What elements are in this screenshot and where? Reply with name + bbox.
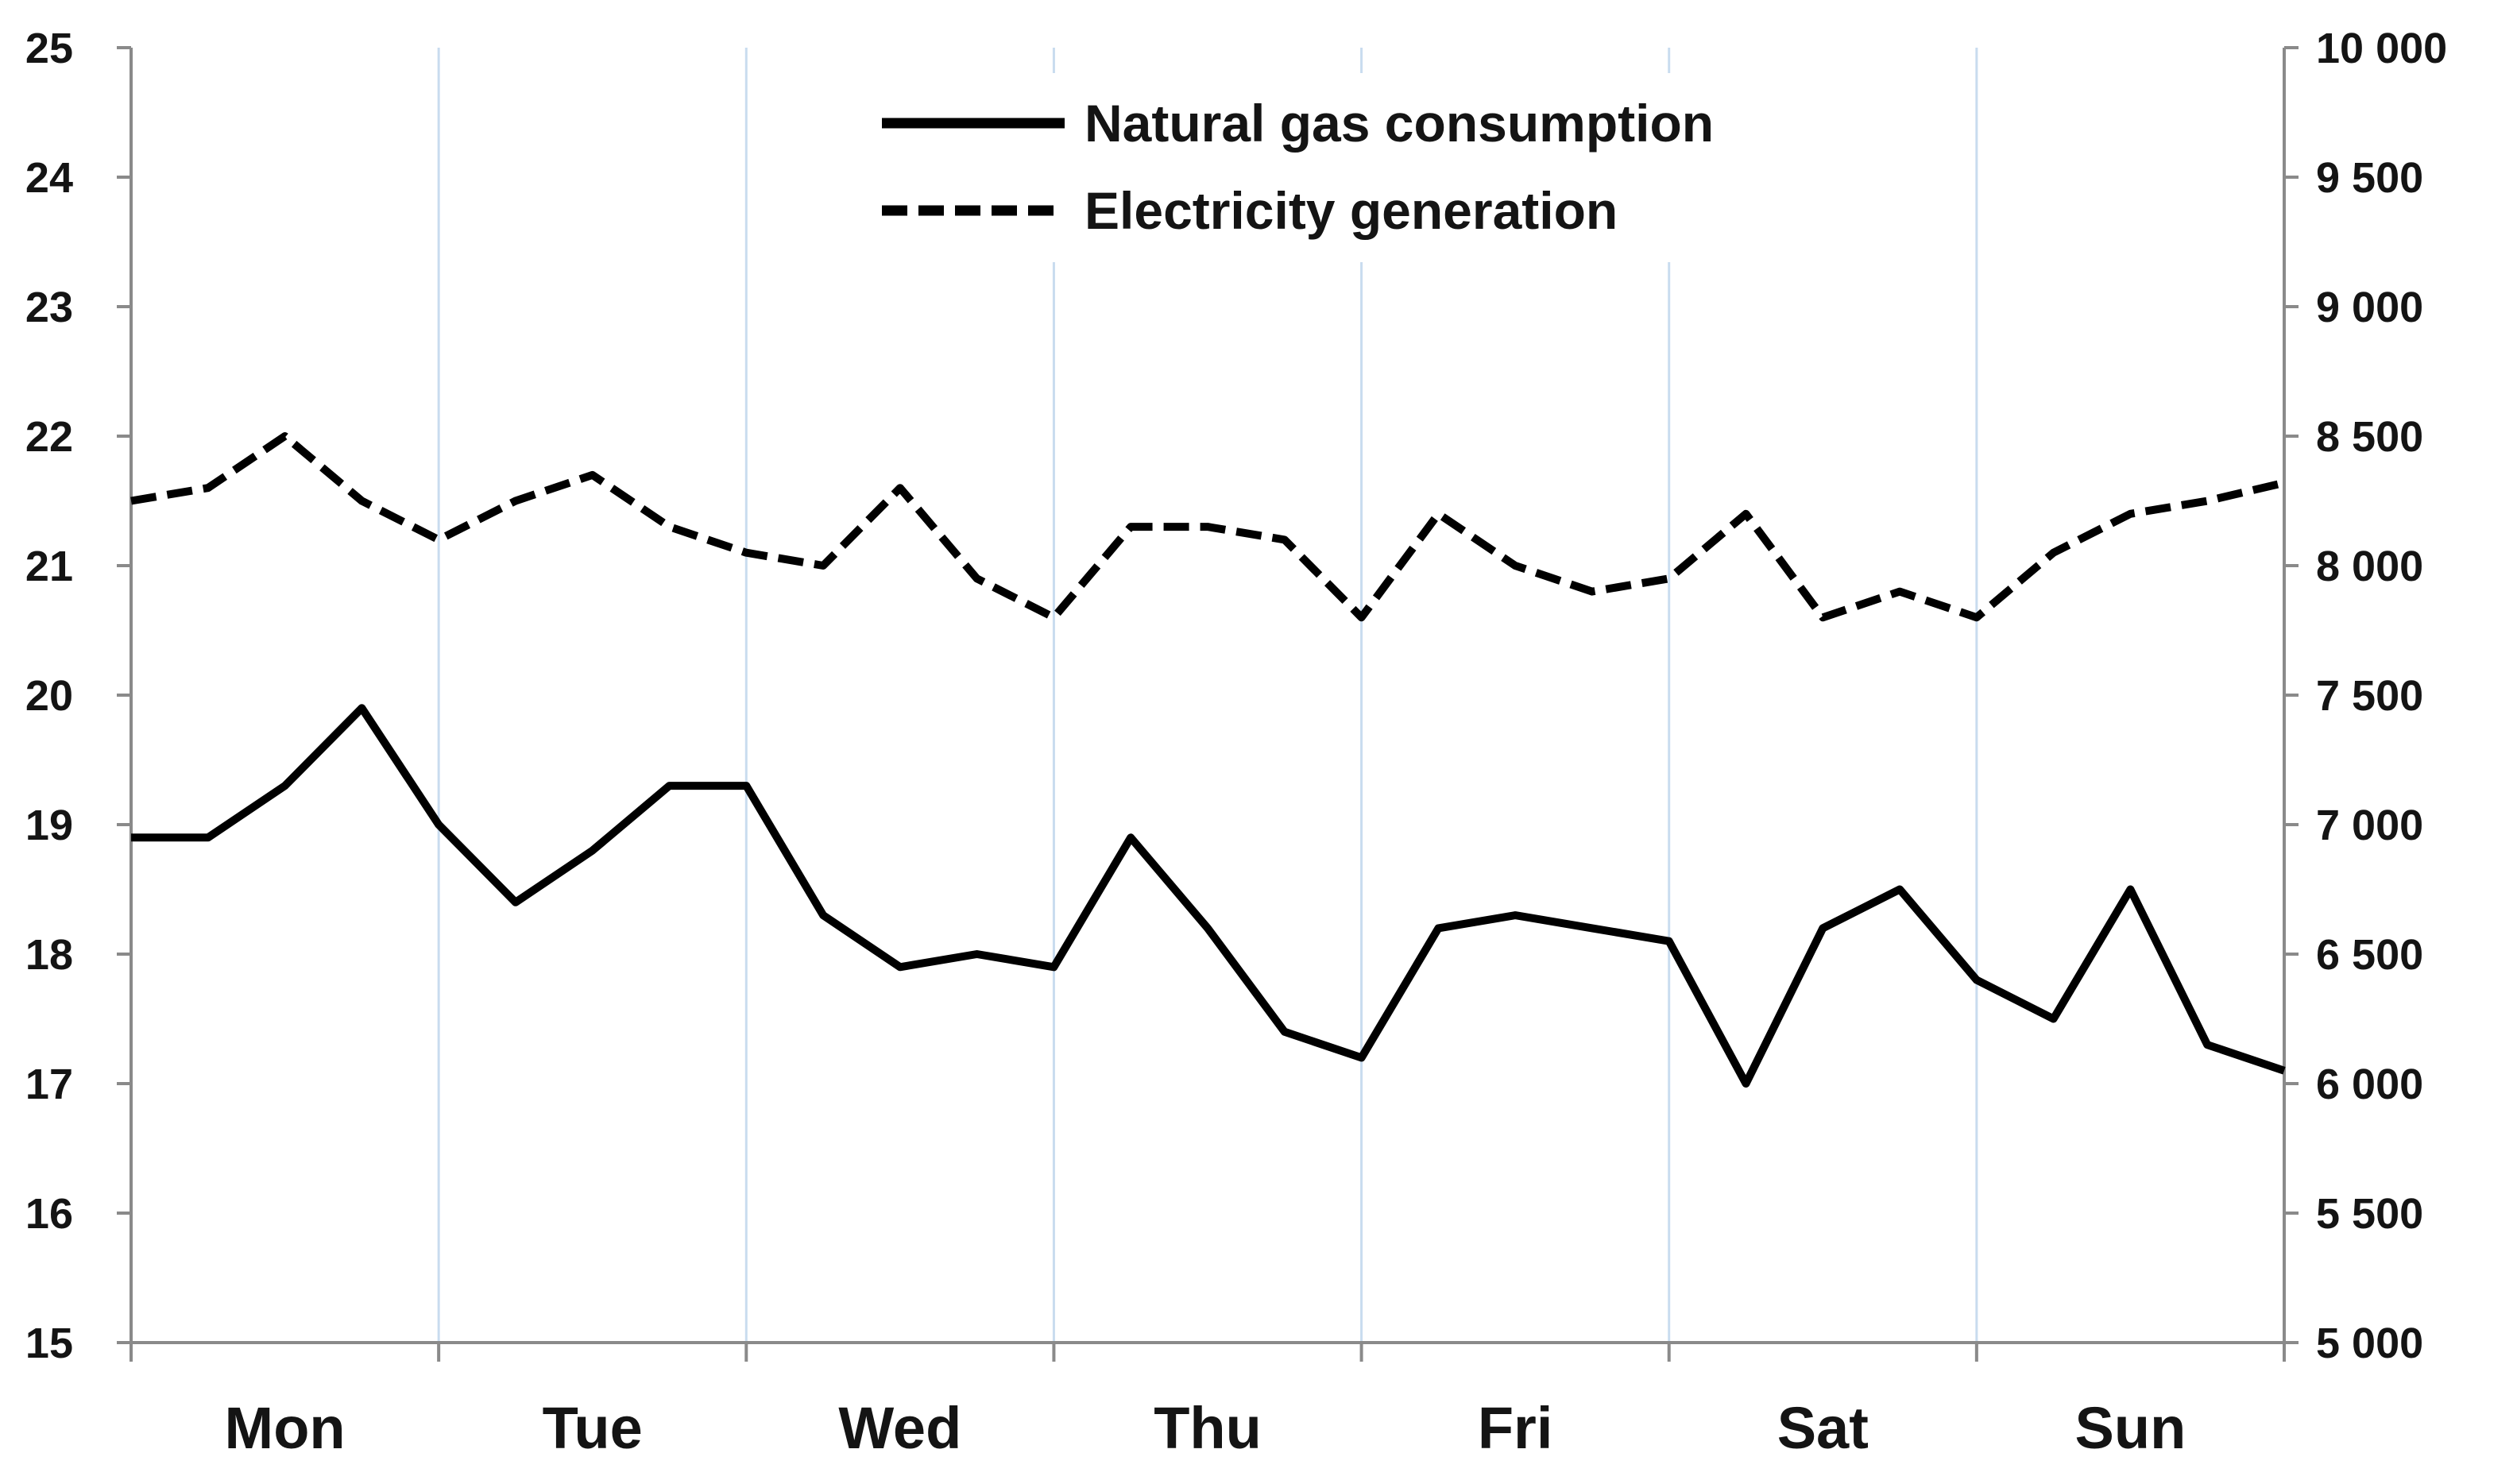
y-right-tick-label-4: 7 000 xyxy=(2316,802,2423,849)
x-tick-label-sat: Sat xyxy=(1777,1395,1869,1461)
y-left-tick-label-0: 15 xyxy=(25,1320,73,1367)
legend-label-gas: Natural gas consumption xyxy=(1085,94,1714,153)
y-right-tick-label-6: 8 000 xyxy=(2316,543,2423,590)
y-right-tick-label-3: 6 500 xyxy=(2316,931,2423,979)
y-right-tick-label-1: 5 500 xyxy=(2316,1190,2423,1238)
x-tick-label-sun: Sun xyxy=(2075,1395,2186,1461)
tick-labels: 15 16 17 18 19 20 21 22 23 24 25 5 000 5 500 6 000 6 5… xyxy=(25,25,2447,1461)
x-tick-label-mon: Mon xyxy=(225,1395,346,1461)
y-left-tick-label-8: 23 xyxy=(25,284,73,331)
y-left-tick-label-1: 16 xyxy=(25,1190,73,1238)
series-line-electricity xyxy=(130,432,2286,622)
y-left-tick-label-2: 17 xyxy=(25,1061,73,1108)
series-lines xyxy=(130,432,2286,1088)
y-left-tick-label-4: 19 xyxy=(25,802,73,849)
x-tick-label-wed: Wed xyxy=(838,1395,961,1461)
y-left-tick-label-10: 25 xyxy=(25,25,73,72)
y-right-tick-label-8: 9 000 xyxy=(2316,284,2423,331)
y-left-tick-label-3: 18 xyxy=(25,931,73,979)
y-right-tick-label-10: 10 000 xyxy=(2316,25,2447,72)
y-right-tick-label-9: 9 500 xyxy=(2316,154,2423,202)
y-right-tick-label-2: 6 000 xyxy=(2316,1061,2423,1108)
gridlines xyxy=(437,48,1978,1343)
series-line-natural-gas xyxy=(131,704,2286,1088)
x-tick-label-tue: Tue xyxy=(543,1395,643,1461)
y-left-tick-label-6: 21 xyxy=(25,543,73,590)
y-left-tick-label-7: 22 xyxy=(25,413,73,461)
legend-label-electricity: Electricity generation xyxy=(1085,181,1618,240)
x-tick-label-fri: Fri xyxy=(1478,1395,1553,1461)
y-left-tick-label-5: 20 xyxy=(25,672,73,720)
y-right-tick-label-5: 7 500 xyxy=(2316,672,2423,720)
x-tick-label-thu: Thu xyxy=(1154,1395,1262,1461)
y-right-tick-label-0: 5 000 xyxy=(2316,1320,2423,1367)
y-left-tick-label-9: 24 xyxy=(25,154,73,202)
y-right-tick-label-7: 8 500 xyxy=(2316,413,2423,461)
axes xyxy=(117,46,2299,1362)
legend-background xyxy=(830,73,1871,262)
legend: Natural gas consumption Electricity gene… xyxy=(830,73,1871,262)
